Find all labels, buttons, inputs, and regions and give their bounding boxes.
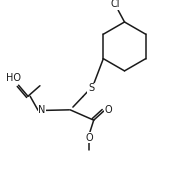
- Text: N: N: [38, 105, 46, 115]
- Text: O: O: [104, 105, 112, 115]
- Text: S: S: [88, 83, 94, 93]
- Text: O: O: [85, 133, 93, 143]
- Text: HO: HO: [6, 73, 21, 83]
- Text: Cl: Cl: [111, 0, 120, 9]
